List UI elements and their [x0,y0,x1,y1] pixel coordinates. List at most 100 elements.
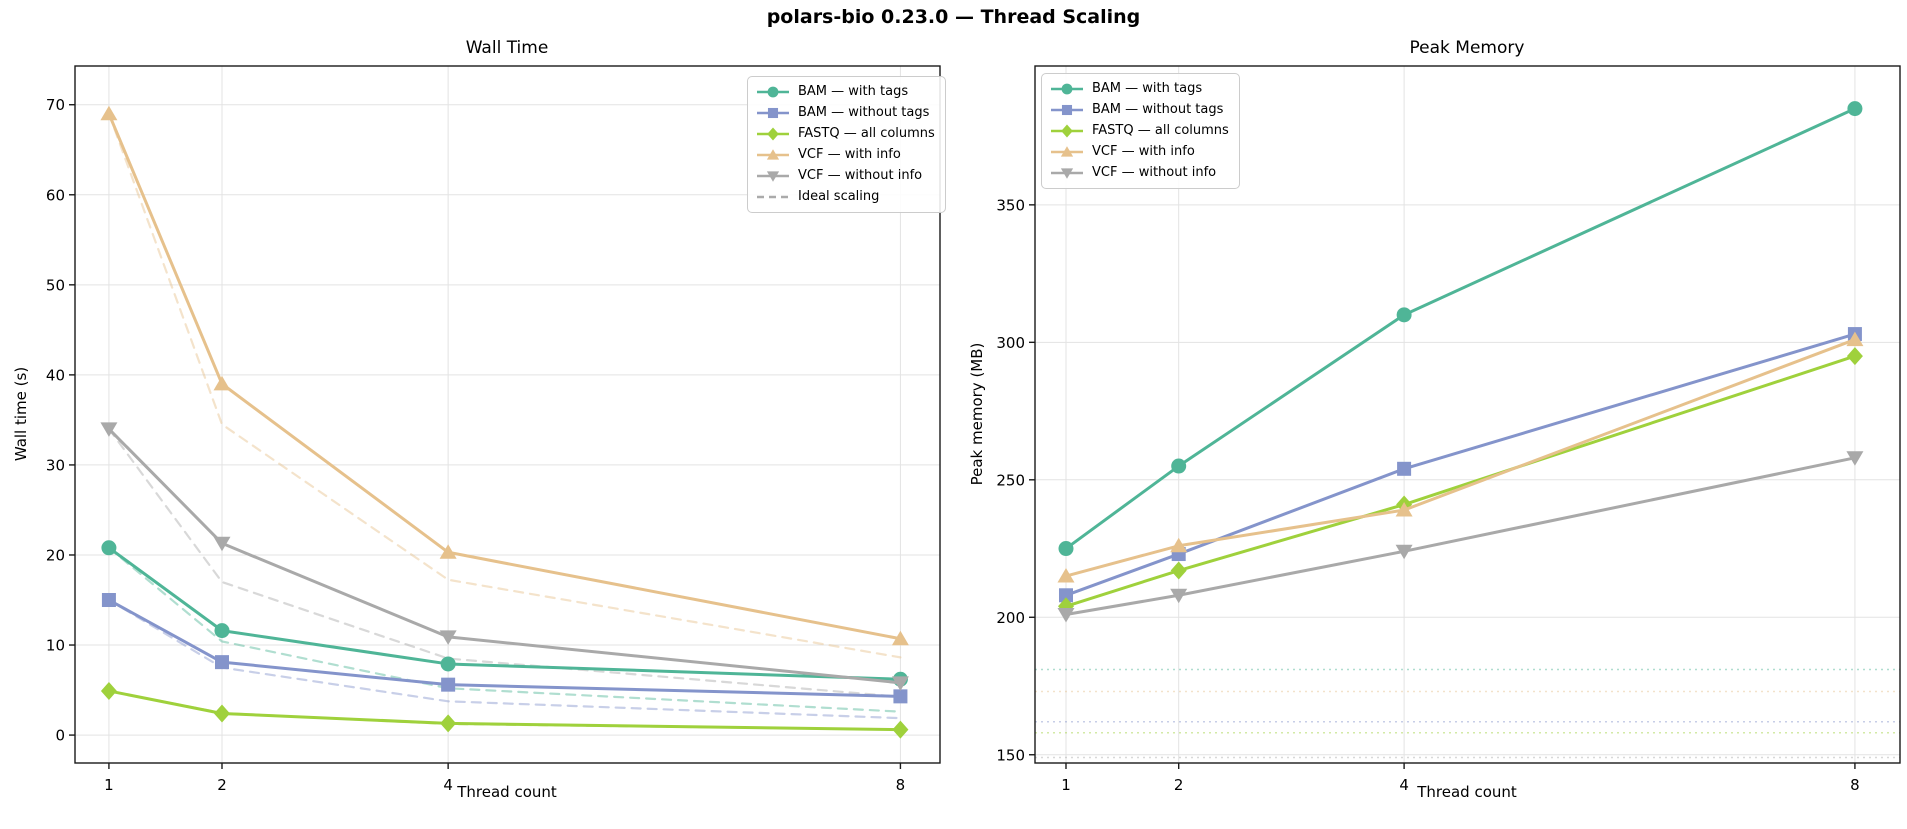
circle-legend-icon [1051,83,1083,95]
y-tick-label: 40 [46,366,65,384]
vcf-with-info-line [1064,338,1857,578]
y-tick-label: 50 [46,276,65,294]
legend-item-label: BAM — with tags [798,84,909,99]
legend-item: BAM — without tags [1049,100,1229,120]
square-legend-icon [1051,104,1083,116]
x-tick-label: 2 [217,776,227,794]
legend-sample-marker [767,86,779,98]
peak-memory-plot: 150 200 250 300 350 1 2 4 8 [996,65,1901,794]
legend-item-label: VCF — without info [1092,165,1217,180]
bam-with-tags-marker [214,623,230,639]
circle-legend-icon [757,86,789,98]
legend-item-label: FASTQ — all columns [1092,123,1229,138]
square-legend-icon [757,107,789,119]
triangle-up-legend-icon [1051,146,1083,157]
bam-without-tags-marker [441,677,456,692]
legend-sample-marker [766,149,780,160]
vcf-with-info-marker [1057,568,1075,583]
bam-without-tags-marker [214,655,229,670]
y-tick-label: 60 [46,186,65,204]
legend-item: BAM — with tags [1049,79,1229,99]
legend-sample-marker [766,171,780,182]
bam-without-tags-marker [1397,461,1412,476]
legend-item-label: VCF — with info [798,147,901,162]
bam-with-tags-marker [101,540,117,556]
ideal-scaling-vcf-with-info-line [107,112,902,659]
vcf-with-info-line [107,112,902,641]
plot-frame [74,65,941,764]
figure-title: polars-bio 0.23.0 — Thread Scaling [766,6,1141,28]
legend-item-label: BAM — without tags [798,105,930,120]
vcf-with-info-marker [213,375,231,391]
bam-without-tags-marker [893,689,908,704]
bam-without-tags-line [1064,332,1857,597]
fastq-all-columns-line [1064,354,1857,608]
vcf-with-info-marker [1170,537,1188,553]
vcf-without-info-line [107,427,902,685]
y-tick-label: 150 [996,746,1025,764]
wall-time-x-axis-label: Thread count [457,783,557,801]
legend-item-label: BAM — with tags [1092,81,1203,96]
y-tick-label: 200 [996,609,1025,627]
triangle-down-legend-icon [757,171,789,182]
x-tick-label: 4 [443,776,453,794]
fastq-all-columns-marker [1170,561,1187,580]
vcf-with-info-marker [1846,331,1864,347]
legend-sample-marker [1061,104,1073,116]
ideal-scaling-bam-with-tags-line [107,546,902,713]
bam-with-tags-marker [1847,101,1863,117]
diamond-legend-icon [1051,124,1083,138]
y-tick-label: 30 [46,456,65,474]
legend-item: VCF — without info [1049,163,1229,183]
y-tick-label: 20 [46,546,65,564]
vcf-with-info-marker [100,105,118,121]
vcf-without-info-marker [213,536,231,552]
legend-item: VCF — with info [755,145,935,165]
legend-item: VCF — with info [1049,142,1229,162]
x-tick-label: 1 [1061,776,1071,794]
bam-with-tags-marker [440,656,456,672]
bam-with-tags-marker [1058,541,1074,557]
ideal-scaling-vcf-without-info-line [107,427,902,698]
peak-memory-y-axis-label: Peak memory (MB) [968,342,986,486]
peak-memory-legend: BAM — with tags BAM — without tags FASTQ —… [1041,73,1240,189]
wall-time-title: Wall Time [465,38,549,58]
ideal-scaling-bam-without-tags-line [107,598,902,720]
vcf-without-info-marker [100,422,118,437]
legend-item-label: VCF — without info [798,168,923,183]
legend-item: Ideal scaling [755,187,935,207]
legend-item-label: VCF — with info [1092,144,1195,159]
y-tick-label: 10 [46,637,65,655]
wall-time-legend: BAM — with tags BAM — without tags FASTQ —… [747,76,946,213]
x-tick-label: 1 [104,776,114,794]
legend-sample-marker [767,127,779,141]
y-tick-label: 250 [996,471,1025,489]
legend-item: FASTQ — all columns [1049,121,1229,141]
bam-with-tags-line [107,546,902,681]
legend-sample-marker [1061,124,1073,138]
vcf-without-info-marker [1846,451,1864,466]
bam-with-tags-line [1064,107,1857,551]
fastq-all-columns-marker [100,681,117,700]
fastq-all-columns-marker [892,720,909,739]
vcf-without-info-marker [1170,588,1188,604]
y-tick-label: 0 [55,727,65,745]
x-tick-label: 2 [1174,776,1184,794]
vcf-with-info-marker [891,630,909,646]
fastq-all-columns-marker [213,704,230,723]
legend-sample-marker [767,107,779,119]
y-tick-label: 350 [996,196,1025,214]
y-tick-label: 300 [996,334,1025,352]
vcf-without-info-marker [439,630,457,645]
fastq-all-columns-line [107,689,902,732]
x-tick-label: 8 [896,776,906,794]
legend-item: BAM — without tags [755,103,935,123]
vcf-without-info-marker [1057,608,1075,623]
peak-memory-x-axis-label: Thread count [1417,783,1517,801]
vcf-with-info-marker [439,544,457,559]
x-tick-label: 8 [1850,776,1860,794]
legend-item-label: BAM — without tags [1092,102,1224,117]
legend-item: FASTQ — all columns [755,124,935,144]
